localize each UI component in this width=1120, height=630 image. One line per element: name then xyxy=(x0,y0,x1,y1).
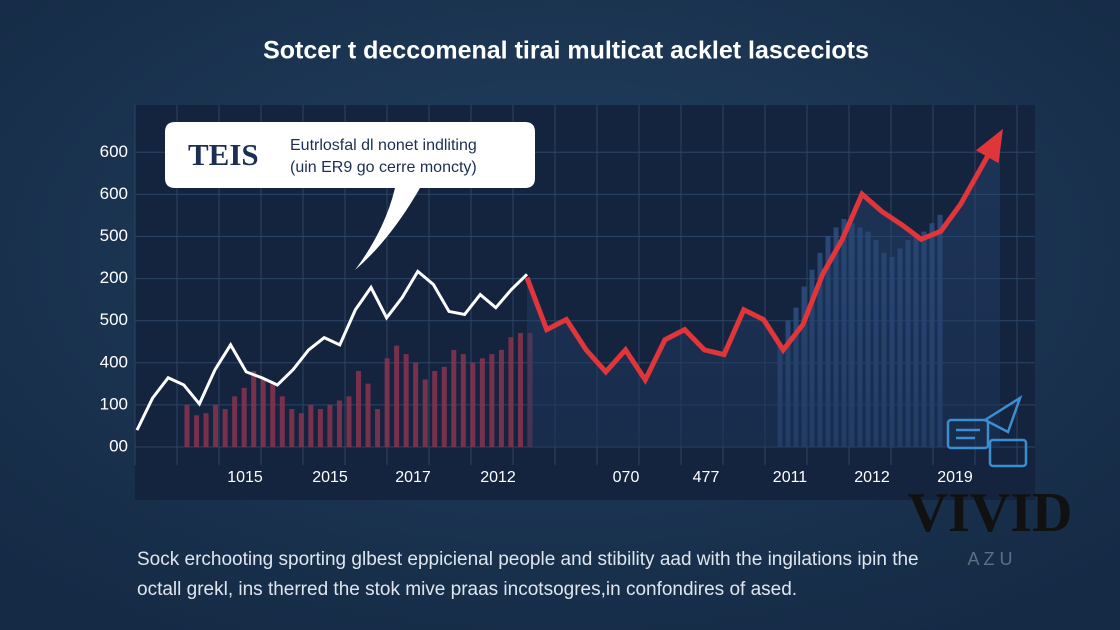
x-tick-label: 1015 xyxy=(227,469,263,486)
bar xyxy=(356,371,361,447)
bar xyxy=(270,383,276,447)
callout-box xyxy=(165,122,535,270)
callout-badge: TEIS xyxy=(188,137,259,172)
watermark-sub: A Z U xyxy=(967,549,1012,569)
bar xyxy=(194,415,200,447)
chart-title: Sotcer t deccomenal tirai multicat ackle… xyxy=(263,37,869,65)
bar xyxy=(203,413,209,447)
bar xyxy=(413,362,419,447)
description-line: Sock erchooting sporting glbest eppicien… xyxy=(137,549,919,570)
bar xyxy=(213,404,219,447)
bar xyxy=(184,404,190,447)
x-tick-label: 2012 xyxy=(480,469,516,486)
bar xyxy=(232,396,238,447)
bar xyxy=(422,379,428,447)
bar xyxy=(336,400,342,447)
bar xyxy=(441,366,447,447)
bar xyxy=(470,362,476,447)
x-tick-label: 2017 xyxy=(395,469,431,486)
bar xyxy=(317,409,323,447)
bar xyxy=(279,396,285,447)
y-tick-label: 400 xyxy=(100,352,128,371)
bar xyxy=(251,371,257,447)
bar xyxy=(241,387,247,447)
x-tick-label: 2012 xyxy=(854,469,890,486)
bar xyxy=(327,404,333,447)
bar xyxy=(289,409,295,447)
line xyxy=(135,269,529,431)
bar xyxy=(403,354,409,447)
y-tick-label: 600 xyxy=(100,184,128,203)
bar xyxy=(260,379,266,447)
bar xyxy=(508,337,514,447)
bar xyxy=(365,383,371,447)
arrowhead xyxy=(975,128,1003,164)
watermark-brand: VIVID xyxy=(908,482,1073,544)
callout-line: Eutrlosfal dl nonet indliting xyxy=(290,137,477,154)
x-tick-label: 477 xyxy=(693,469,720,486)
bar xyxy=(451,349,457,447)
bar xyxy=(222,409,228,447)
bar xyxy=(375,409,381,447)
bar xyxy=(394,345,400,447)
chat-icon xyxy=(946,395,1028,468)
y-tick-label: 600 xyxy=(100,142,128,161)
y-tick-label: 500 xyxy=(100,226,128,245)
x-tick-label: 2019 xyxy=(937,469,973,486)
x-tick-label: 2015 xyxy=(312,469,348,486)
y-tick-label: 00 xyxy=(109,436,128,455)
bar xyxy=(517,333,523,447)
y-tick-label: 200 xyxy=(100,268,128,287)
y-tick-label: 100 xyxy=(100,394,128,413)
bar xyxy=(346,396,352,447)
bar xyxy=(489,354,495,447)
x-tick-label: 070 xyxy=(613,469,640,486)
bar xyxy=(308,404,314,447)
bar xyxy=(460,354,466,447)
description-line: octall grekl, ins therred the stok mive … xyxy=(137,579,797,600)
callout-line: (uin ER9 go cerre moncty) xyxy=(290,159,477,176)
bar xyxy=(498,349,504,447)
bar xyxy=(298,413,304,447)
line xyxy=(524,132,1003,385)
x-tick-label: 2011 xyxy=(773,469,808,486)
y-tick-label: 500 xyxy=(100,310,128,329)
bar xyxy=(479,358,485,447)
bar xyxy=(384,358,390,447)
bar xyxy=(432,371,438,447)
callout: TEIS Eutrlosfal dl nonet indliting (uin … xyxy=(165,122,535,270)
